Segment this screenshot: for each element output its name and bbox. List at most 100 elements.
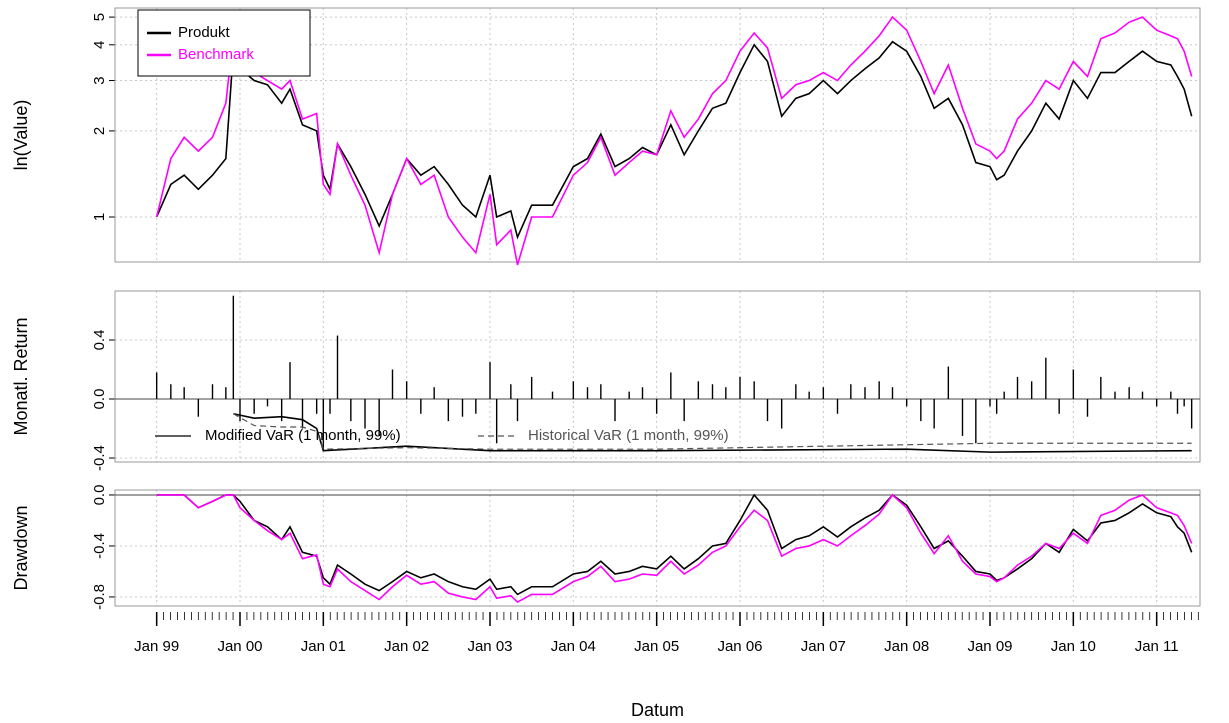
panel-frame bbox=[114, 489, 1201, 607]
x-tick-label: Jan 00 bbox=[217, 638, 262, 655]
bar bbox=[495, 399, 498, 444]
bar bbox=[641, 387, 644, 399]
bar bbox=[1114, 391, 1116, 399]
bar bbox=[1072, 369, 1075, 399]
bar bbox=[989, 399, 991, 407]
x-tick-label: Jan 07 bbox=[801, 638, 846, 655]
bar bbox=[420, 399, 422, 414]
bar bbox=[1016, 376, 1019, 399]
bar bbox=[1003, 391, 1005, 399]
bar bbox=[850, 384, 852, 399]
bar bbox=[1141, 391, 1144, 399]
bar bbox=[232, 295, 235, 399]
bar bbox=[315, 399, 318, 414]
x-tick-label: Jan 09 bbox=[967, 638, 1012, 655]
bar bbox=[920, 399, 922, 422]
bar bbox=[301, 399, 304, 429]
bar bbox=[780, 399, 783, 429]
y-tick-label: 5 bbox=[91, 13, 108, 21]
bar bbox=[1190, 399, 1193, 429]
bar bbox=[1030, 381, 1033, 399]
x-tick-label: Jan 06 bbox=[717, 638, 762, 655]
bar bbox=[551, 391, 554, 399]
bar bbox=[405, 381, 408, 399]
legend-label: Produkt bbox=[178, 24, 231, 41]
bar bbox=[572, 381, 575, 399]
x-tick-label: Jan 01 bbox=[301, 638, 346, 655]
panel-frame bbox=[114, 7, 1201, 263]
y-tick-label: 2 bbox=[91, 127, 108, 135]
bar bbox=[1176, 399, 1179, 414]
bar bbox=[266, 399, 269, 407]
bar bbox=[253, 399, 255, 414]
bar bbox=[391, 369, 394, 399]
y-tick-label: -0.4 bbox=[91, 445, 108, 471]
bar bbox=[697, 381, 700, 399]
bar bbox=[329, 399, 331, 414]
y-tick-label: 0.4 bbox=[91, 330, 108, 351]
bar bbox=[961, 399, 964, 436]
bar bbox=[1086, 399, 1089, 417]
y-axis-label: Drawdown bbox=[11, 505, 31, 590]
bar bbox=[586, 387, 589, 399]
bar bbox=[947, 366, 950, 399]
series-line bbox=[155, 15, 1193, 266]
bar bbox=[378, 399, 380, 436]
bar bbox=[1100, 376, 1102, 399]
x-tick-label: Jan 05 bbox=[634, 638, 679, 655]
series-line bbox=[233, 413, 1192, 450]
bar bbox=[795, 384, 797, 399]
bar bbox=[225, 387, 227, 399]
bar bbox=[766, 399, 769, 422]
bar bbox=[1183, 399, 1185, 407]
series-line bbox=[233, 412, 1192, 453]
bar bbox=[725, 387, 727, 399]
bar bbox=[530, 376, 533, 399]
y-tick-label: -0.8 bbox=[91, 584, 108, 610]
bar bbox=[322, 399, 325, 451]
x-tick-label: Jan 02 bbox=[384, 638, 429, 655]
y-tick-label: 3 bbox=[91, 76, 108, 84]
y-tick-label: 0.0 bbox=[91, 485, 108, 506]
bar bbox=[447, 399, 450, 422]
bar bbox=[891, 387, 894, 399]
bar bbox=[510, 384, 512, 399]
x-tick-label: Jan 04 bbox=[551, 638, 596, 655]
bar bbox=[289, 362, 291, 399]
bar bbox=[655, 399, 658, 414]
bar bbox=[197, 399, 200, 417]
bar bbox=[753, 381, 755, 399]
legend-label: Benchmark bbox=[178, 46, 254, 63]
bar bbox=[155, 372, 158, 399]
x-tick-label: Jan 08 bbox=[884, 638, 929, 655]
bar bbox=[683, 399, 685, 422]
bar bbox=[280, 399, 283, 422]
series-line bbox=[156, 493, 1193, 604]
bar bbox=[1045, 357, 1047, 399]
bar bbox=[878, 381, 880, 399]
legend-box bbox=[137, 9, 311, 77]
bar bbox=[1170, 391, 1172, 399]
bar bbox=[461, 399, 464, 417]
bar bbox=[516, 399, 519, 422]
x-tick-label: Jan 03 bbox=[467, 638, 512, 655]
bar bbox=[933, 399, 935, 429]
bar bbox=[489, 362, 491, 399]
bar bbox=[864, 387, 866, 399]
bar bbox=[808, 391, 810, 399]
bar bbox=[350, 399, 352, 422]
bar bbox=[905, 399, 908, 407]
y-axis-label: ln(Value) bbox=[11, 100, 31, 171]
x-axis-label: Datum bbox=[631, 700, 684, 720]
bar bbox=[836, 399, 839, 414]
bar bbox=[995, 399, 998, 414]
bar bbox=[475, 399, 477, 414]
series-line bbox=[155, 40, 1193, 240]
bar bbox=[739, 376, 741, 399]
bar bbox=[711, 384, 714, 399]
x-tick-label: Jan 11 bbox=[1135, 638, 1179, 655]
y-tick-label: -0.4 bbox=[91, 533, 108, 559]
y-axis-label: Monatl. Return bbox=[11, 317, 31, 435]
series-line bbox=[156, 493, 1193, 596]
